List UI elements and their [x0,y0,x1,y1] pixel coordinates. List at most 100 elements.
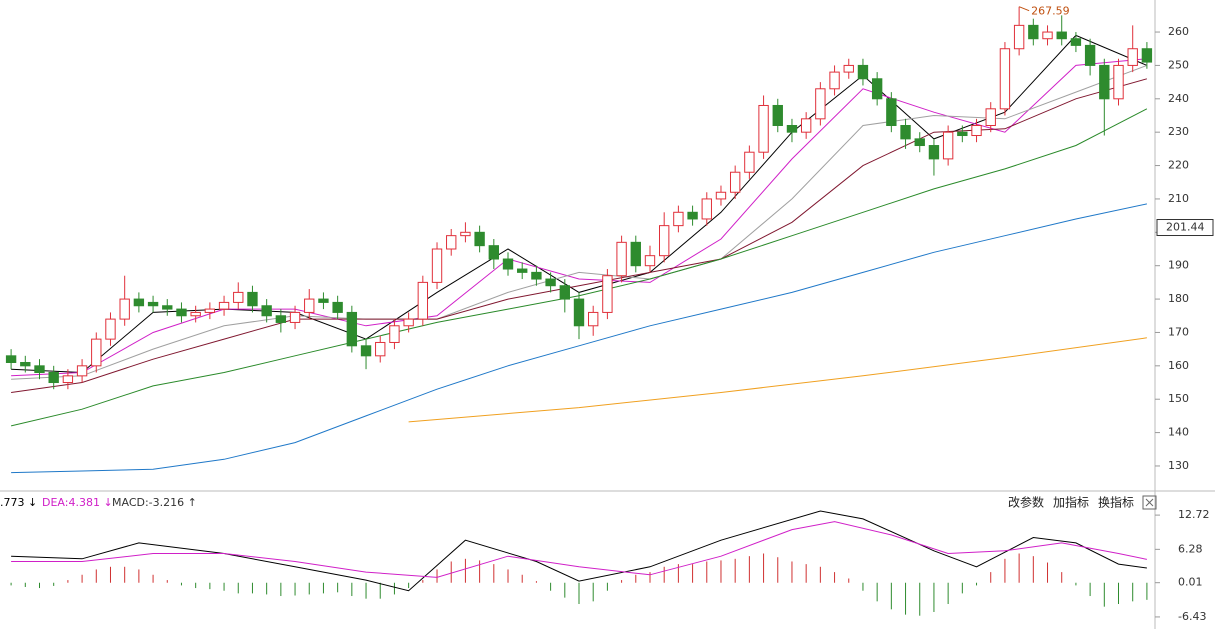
candle-body [545,278,556,287]
candle-body [971,125,982,137]
y-tick-label: 240 [1168,92,1189,105]
y-tick-label: 160 [1168,359,1189,372]
candle-body [1084,44,1096,66]
y-tick-label: 230 [1168,125,1189,138]
moving-average-line [11,203,1148,474]
price-marker-label: 201.44 [1166,221,1205,234]
moving-average-line [408,337,1147,423]
candle-body [673,211,684,227]
y-tick-label: 140 [1168,426,1189,439]
moving-average-line [11,78,1148,393]
candle-body [772,104,783,127]
indicator-readout: DEA:4.381 ↓ [42,496,113,509]
candle-body [360,345,372,357]
toolbar-button[interactable]: 加指标 [1053,495,1089,510]
candle-body [34,365,45,374]
candle-body [48,372,59,384]
toolbar-button[interactable]: 换指标 [1098,495,1134,510]
candle-body [431,248,443,283]
y-tick-label: 130 [1168,459,1189,472]
candle-body [985,108,996,127]
y-tick-label: 6.28 [1178,542,1203,555]
candle-body [133,298,145,307]
candle-body [701,198,712,220]
candle-body [91,338,102,367]
candle-body [659,225,670,257]
candle-body [403,318,414,327]
candle-body [1042,31,1053,40]
candle-body [389,325,400,343]
candle-body [1056,31,1067,40]
candle-body [62,375,74,384]
y-tick-label: 250 [1168,58,1189,71]
price-marker-box [1156,219,1214,237]
candle-body [105,318,116,340]
toolbar-button[interactable]: 改参数 [1008,495,1044,510]
candle-body [20,361,31,367]
candle-body [871,78,883,100]
candle-body [190,311,201,317]
candle-body [829,71,840,90]
candle-body [375,341,386,357]
candle-body [417,281,429,320]
candle-body [247,291,258,307]
y-tick-label: 260 [1168,25,1189,38]
candle-body [261,305,272,317]
candle-body [162,305,173,310]
candle-body [786,125,798,133]
close-icon[interactable] [1145,498,1154,507]
candle-body [857,64,869,80]
candle-body [460,231,471,237]
candle-body [900,125,911,140]
candle-body [488,245,500,260]
candle-body [517,268,528,273]
y-tick-label: 150 [1168,392,1189,405]
y-tick-label: 170 [1168,325,1189,338]
candle-body [687,211,698,220]
candle-body [630,241,641,267]
candle-body [176,308,187,317]
candle-body [715,191,727,200]
close-icon[interactable] [1142,495,1157,510]
candle-body [942,131,954,160]
candle-body [616,241,627,277]
candle-body [928,145,940,160]
high-annotation: 267.59 [1031,5,1070,18]
candle-body [758,104,769,153]
candle-body [204,308,216,313]
candle-body [559,285,570,300]
candle-body [1028,24,1039,40]
y-tick-label: -6.43 [1178,610,1206,623]
candle-body [446,235,457,250]
candle-body [233,291,244,303]
high-pointer [1018,6,1030,12]
candle-body [999,48,1011,110]
indicator-readout: .773 ↓ [0,496,37,509]
candle-body [815,88,826,120]
y-tick-label: 210 [1168,192,1189,205]
y-tick-label: 220 [1168,159,1189,172]
y-tick-label: 180 [1168,292,1189,305]
candle-body [76,365,88,377]
y-tick-label: 0.01 [1178,576,1203,589]
candle-body [5,355,17,363]
candle-body [218,301,230,310]
candle-body [914,138,925,147]
candle-body [1070,38,1082,46]
y-tick-label: 12.72 [1178,508,1210,521]
candle-body [304,298,315,313]
candle-body [318,298,329,303]
dea-line [11,521,1148,578]
candle-body [1113,64,1124,100]
dif-line [11,510,1147,592]
candle-body [332,301,343,313]
moving-average-line [11,64,1148,380]
candle-body [573,298,585,327]
candle-body [644,255,656,267]
candle-body [289,311,301,323]
candle-body [1141,48,1153,63]
moving-average-line [11,58,1147,377]
candle-body [886,98,897,127]
candle-body [1013,24,1025,50]
